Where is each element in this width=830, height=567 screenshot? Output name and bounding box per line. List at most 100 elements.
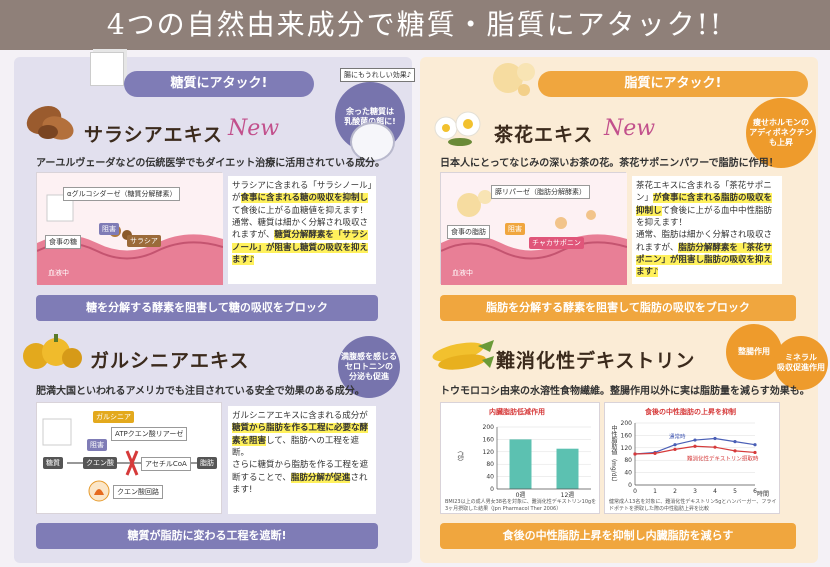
triglyceride-point bbox=[713, 445, 717, 449]
tea-diagram: 膵リパーゼ（脂肪分解酵素） 食事の脂肪 阻害 チャカサポニン 血液中 bbox=[440, 172, 627, 285]
visceral-ytick-label: 200 bbox=[483, 424, 495, 431]
triglyceride-xtick-label: 6 bbox=[753, 488, 757, 495]
visceral-chart-note: BMI23以上の成人男女38名を対象に、難消化性デキストリン10gを3ヶ月摂取し… bbox=[445, 499, 597, 512]
triglyceride-series-label: 通常時 bbox=[669, 433, 686, 441]
intestine-badge: 腸にもうれしい効果♪ bbox=[340, 68, 416, 82]
triglyceride-xtick-label: 2 bbox=[673, 488, 677, 495]
tea-enzyme-label: 膵リパーゼ（脂肪分解酵素） bbox=[491, 185, 590, 199]
visceral-fat-chart: 内臓脂肪低減作用 （㎠） 0 40 80 120 160 200 0週 12週 BMI23以上… bbox=[440, 402, 600, 514]
visceral-chart-svg: 0 40 80 120 160 200 0週 12週 bbox=[483, 424, 591, 499]
garcinia-block-tag: 阻害 bbox=[87, 439, 107, 451]
fat-droplets-illustration bbox=[490, 58, 538, 98]
triglyceride-xtick-label: 5 bbox=[733, 488, 737, 495]
visceral-ytick-label: 160 bbox=[483, 436, 495, 443]
visceral-ytick-label: 40 bbox=[486, 474, 494, 481]
garcinia-detail-5: されます! bbox=[232, 472, 368, 495]
garcinia-detail-hl2: 脂肪分解が促進 bbox=[290, 472, 351, 483]
triglyceride-point bbox=[673, 447, 677, 451]
triglyceride-ytick-label: 160 bbox=[621, 432, 633, 439]
tea-detail-2: て食後に上がる血中中性脂肪を抑 bbox=[636, 205, 773, 228]
triglyceride-xtick-label: 0 bbox=[633, 488, 637, 495]
triglyceride-ytick-label: 0 bbox=[628, 482, 632, 489]
visceral-bar bbox=[509, 439, 532, 489]
triglyceride-point bbox=[713, 436, 717, 441]
garcinia-cycle-label: クエン酸回路 bbox=[113, 485, 163, 499]
triglyceride-xtick-label: 4 bbox=[713, 488, 717, 495]
visceral-chart-title: 内臓脂肪低減作用 bbox=[489, 408, 545, 416]
intestine-illustration bbox=[350, 122, 395, 162]
tea-flower-illustration bbox=[430, 108, 486, 148]
garcinia-sugar-tag: 糖質 bbox=[43, 457, 63, 469]
garcinia-summary-bar: 糖質が脂肪に変わる工程を遮断! bbox=[36, 523, 378, 549]
visceral-bar bbox=[556, 448, 579, 489]
salacia-title: サラシアエキス bbox=[84, 124, 224, 146]
salacia-detail-2: て食後に上がる血糖値を抑えます！ bbox=[232, 205, 369, 216]
triglyceride-chart-note: 健常成人13名を対象に、難消化性デキストリン5gとハンバーガー、フライドポテトを… bbox=[609, 499, 777, 512]
garcinia-citric-tag: クエン酸 bbox=[83, 457, 117, 469]
garcinia-fruit-tag: ガルシニア bbox=[93, 411, 134, 423]
triglyceride-chart: 食後の中性脂肪の上昇を抑制 中性脂肪値（mg/dL） 時間 0 40 80 120 16… bbox=[604, 402, 780, 514]
visceral-xtick-label: 12週 bbox=[561, 491, 575, 499]
triglyceride-point bbox=[693, 444, 697, 448]
triglyceride-xtick-label: 1 bbox=[653, 488, 657, 495]
triglyceride-point bbox=[633, 452, 637, 456]
fat-attack-pill: 脂質にアタック! bbox=[538, 71, 808, 97]
salacia-detail-hl1: 食事に含まれる糖の吸収を抑制し bbox=[240, 193, 369, 204]
page-banner: 4つの自然由来成分で糖質・脂質にアタック!! bbox=[0, 0, 830, 50]
salacia-diagram: αグルコシダーゼ（糖質分解酵素） 阻害 食事の糖 サラシア 血液中 bbox=[36, 172, 223, 285]
tea-new-badge: New bbox=[604, 116, 656, 141]
mineral-circle: ミネラル 吸収促進作用 bbox=[774, 336, 828, 390]
garcinia-detail-4: することで、 bbox=[240, 472, 291, 483]
tea-detail-1: 茶花エキスに含まれる「茶花サポニン」 bbox=[636, 181, 772, 204]
triglyceride-chart-xlabel: 時間 bbox=[757, 491, 770, 498]
salacia-detail-3: 通常、糖質は細かく分解され吸収さ bbox=[232, 217, 369, 228]
salacia-detail-1: サラシアに含まれる「サラシノール」が bbox=[232, 181, 372, 204]
triglyceride-xtick-label: 3 bbox=[693, 488, 697, 495]
salacia-detail: サラシアに含まれる「サラシノール」が食事に含まれる糖の吸収を抑制して食後に上がる… bbox=[228, 176, 376, 284]
garcinia-detail-2: して、脂肪への工程を遮断。 bbox=[232, 435, 359, 458]
salacia-block-tag: 阻害 bbox=[99, 223, 119, 235]
visceral-chart-ylabel: （㎠） bbox=[456, 447, 463, 465]
tea-description: 日本人にとってなじみの深いお茶の花。茶花サポニンパワーで脂肪に作用！ bbox=[440, 158, 779, 169]
salacia-blood-label: 血液中 bbox=[48, 269, 69, 277]
triglyceride-point bbox=[653, 451, 657, 455]
triglyceride-point bbox=[753, 450, 757, 455]
tea-detail-3: えます！ bbox=[653, 217, 688, 228]
adiponectin-circle: 痩せホルモンの アディポネクチン も上昇 bbox=[746, 98, 816, 168]
visceral-ytick-label: 0 bbox=[490, 486, 494, 493]
triglyceride-ytick-label: 120 bbox=[621, 445, 633, 452]
dextrin-description: トウモロコシ由来の水溶性食物繊維。整腸作用以外に実は脂肪量を減らす効果も。 bbox=[440, 386, 810, 397]
triglyceride-ytick-label: 40 bbox=[624, 470, 632, 477]
sugar-cube-illustration bbox=[90, 52, 124, 86]
triglyceride-point bbox=[753, 443, 757, 447]
salacia-detail-4: れますが、 bbox=[232, 230, 275, 241]
salacia-agent-tag: サラシア bbox=[127, 235, 161, 247]
triglyceride-chart-ylabel: 中性脂肪値（mg/dL） bbox=[610, 425, 617, 486]
triglyceride-point bbox=[673, 443, 677, 447]
garcinia-fat-tag: 脂肪 bbox=[197, 457, 217, 469]
tea-detail-5: れますが、 bbox=[636, 242, 679, 253]
salacia-summary-bar: 糖を分解する酵素を阻害して糖の吸収をブロック bbox=[36, 295, 378, 321]
salacia-root-illustration bbox=[24, 100, 76, 146]
tea-block-tag: 阻害 bbox=[505, 223, 525, 235]
tea-blood-label: 血液中 bbox=[452, 269, 473, 277]
triglyceride-point bbox=[733, 449, 737, 453]
dextrin-summary-bar: 食後の中性脂肪上昇を抑制し内臓脂肪を減らす bbox=[440, 523, 796, 549]
serotonin-circle: 満腹感を感じる セロトニンの 分泌も促進 bbox=[338, 336, 400, 398]
corn-illustration bbox=[428, 336, 494, 372]
garcinia-enzyme-label: ATPクエン酸リアーゼ bbox=[111, 427, 188, 441]
triglyceride-point bbox=[693, 438, 697, 442]
garcinia-detail: ガルシニアエキスに含まれる成分が糖質から脂肪を作る工程に必要な酵素を阻害して、脂… bbox=[228, 406, 376, 514]
salacia-description: アーユルヴェーダなどの伝統医学でもダイエット治療に活用されている成分。 bbox=[36, 158, 385, 169]
intestine-circle: 整腸作用 bbox=[726, 324, 782, 380]
triglyceride-series-label: 難消化性デキストリン摂取時 bbox=[687, 454, 759, 462]
garcinia-description: 肥満大国といわれるアメリカでも注目されている安全で効果のある成分。 bbox=[36, 386, 365, 397]
sugar-attack-pill: 糖質にアタック! bbox=[124, 71, 314, 97]
triglyceride-ytick-label: 200 bbox=[621, 420, 633, 427]
visceral-ytick-label: 80 bbox=[486, 461, 494, 468]
triglyceride-chart-title: 食後の中性脂肪の上昇を抑制 bbox=[645, 408, 736, 416]
salacia-sugar-label: 食事の糖 bbox=[45, 235, 81, 249]
triglyceride-point bbox=[733, 440, 737, 444]
tea-detail: 茶花エキスに含まれる「茶花サポニン」が食事に含まれる脂肪の吸収を抑制して食後に上… bbox=[632, 176, 782, 284]
